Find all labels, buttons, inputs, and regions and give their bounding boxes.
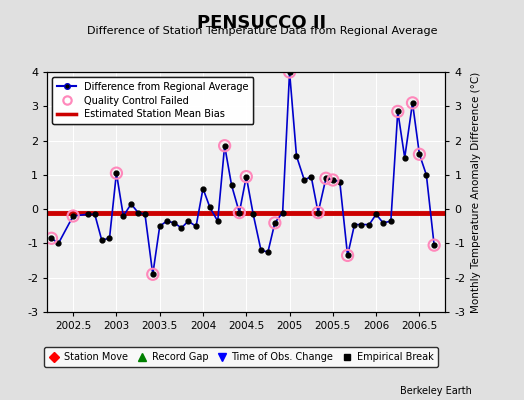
Point bbox=[242, 173, 250, 180]
Point bbox=[408, 100, 417, 106]
Point bbox=[112, 170, 121, 176]
Point bbox=[430, 242, 439, 248]
Point bbox=[322, 175, 330, 182]
Point bbox=[69, 213, 78, 219]
Point bbox=[149, 271, 157, 278]
Legend: Station Move, Record Gap, Time of Obs. Change, Empirical Break: Station Move, Record Gap, Time of Obs. C… bbox=[44, 348, 438, 367]
Point bbox=[329, 177, 337, 183]
Point bbox=[394, 108, 402, 115]
Text: Difference of Station Temperature Data from Regional Average: Difference of Station Temperature Data f… bbox=[87, 26, 437, 36]
Text: PENSUCCO II: PENSUCCO II bbox=[198, 14, 326, 32]
Point bbox=[343, 252, 352, 259]
Y-axis label: Monthly Temperature Anomaly Difference (°C): Monthly Temperature Anomaly Difference (… bbox=[471, 71, 481, 313]
Text: Berkeley Earth: Berkeley Earth bbox=[400, 386, 472, 396]
Point bbox=[314, 209, 322, 216]
Point bbox=[235, 209, 244, 216]
Point bbox=[271, 220, 279, 226]
Legend: Difference from Regional Average, Quality Control Failed, Estimated Station Mean: Difference from Regional Average, Qualit… bbox=[52, 77, 254, 124]
Point bbox=[286, 69, 294, 75]
Point bbox=[47, 235, 56, 242]
Point bbox=[415, 151, 423, 158]
Point bbox=[221, 142, 229, 149]
